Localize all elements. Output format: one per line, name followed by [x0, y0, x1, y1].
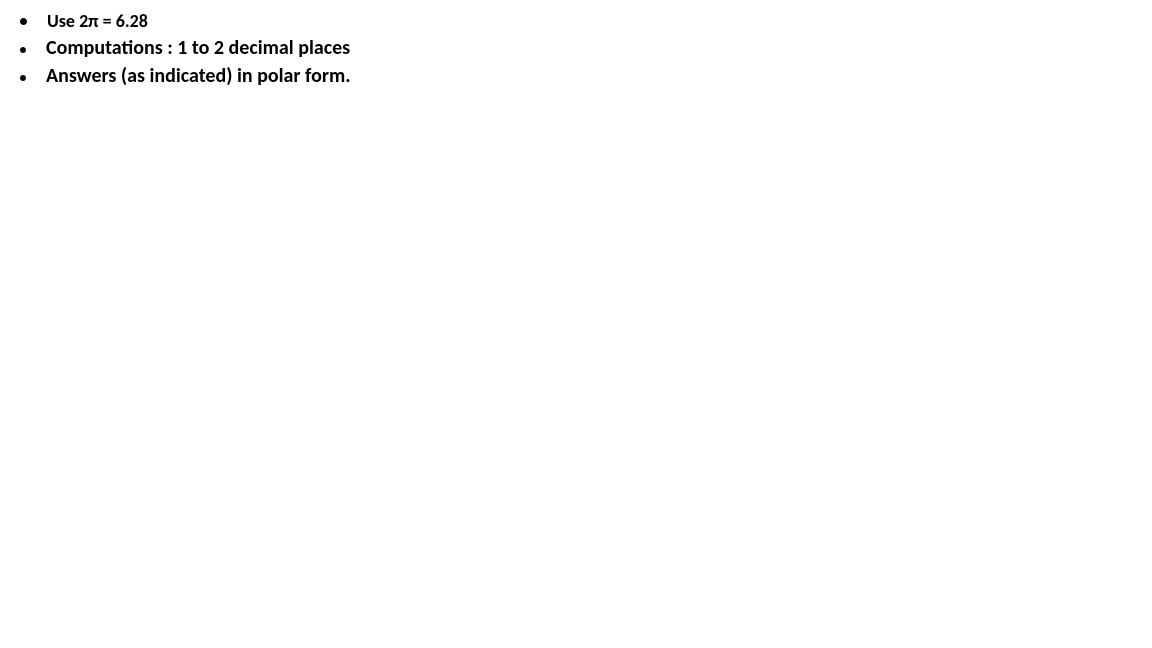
bullet-icon — [20, 18, 27, 25]
list-item-text: Use 2π = 6.28 — [47, 10, 148, 32]
list-item: Computations : 1 to 2 decimal places — [20, 36, 1152, 60]
list-item: Use 2π = 6.28 — [20, 10, 1152, 32]
instruction-list: Use 2π = 6.28 Computations : 1 to 2 deci… — [0, 10, 1152, 88]
list-item: Answers (as indicated) in polar form. — [20, 64, 1152, 88]
bullet-icon — [20, 75, 26, 81]
list-item-text: Computations : 1 to 2 decimal places — [46, 36, 350, 60]
bullet-icon — [20, 47, 26, 53]
list-item-text: Answers (as indicated) in polar form. — [46, 64, 351, 88]
